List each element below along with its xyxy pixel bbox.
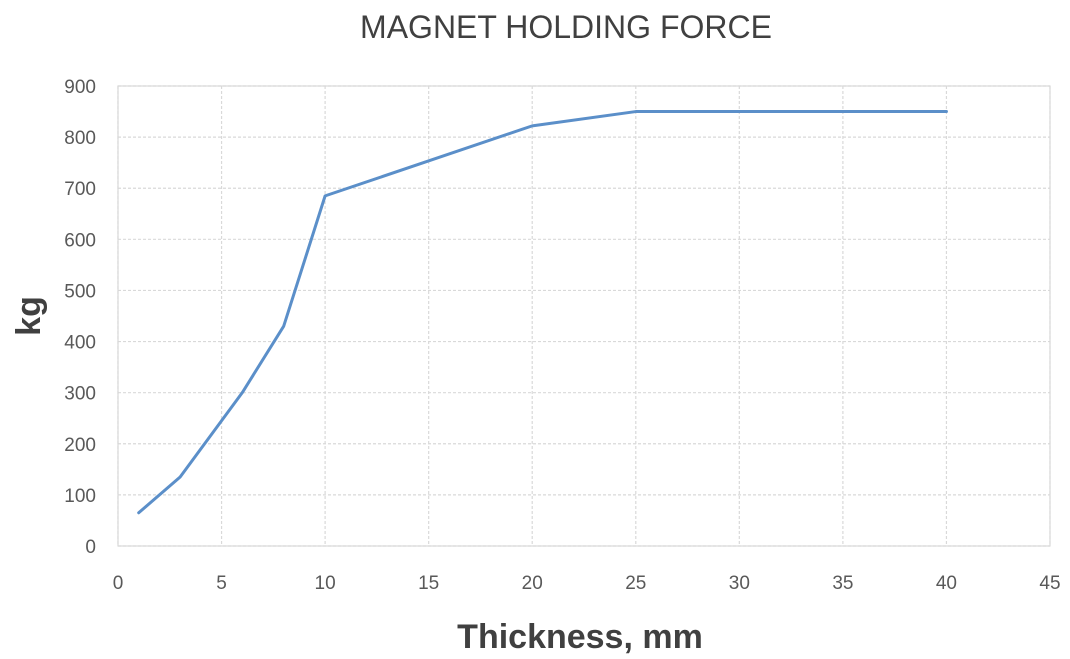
- y-tick-label: 200: [64, 435, 96, 456]
- y-tick-label: 300: [64, 384, 96, 405]
- x-tick-label: 0: [113, 573, 124, 594]
- x-tick-label: 20: [522, 573, 543, 594]
- y-tick-label: 800: [64, 128, 96, 149]
- x-axis-label: Thickness, mm: [457, 618, 703, 656]
- series-layer: [137, 110, 948, 515]
- y-tick-label: 900: [64, 77, 96, 98]
- x-tick-label: 10: [315, 573, 336, 594]
- y-axis-ticks: 0 100 200 300 400 500 600 700 800 900: [64, 77, 96, 558]
- x-tick-label: 5: [216, 573, 227, 594]
- x-tick-label: 15: [418, 573, 439, 594]
- chart-title: MAGNET HOLDING FORCE: [360, 9, 772, 45]
- x-tick-label: 45: [1039, 573, 1060, 594]
- y-tick-label: 400: [64, 333, 96, 354]
- x-tick-label: 25: [625, 573, 646, 594]
- y-tick-label: 600: [64, 230, 96, 251]
- y-tick-label: 500: [64, 281, 96, 302]
- plot-area: [117, 85, 1051, 547]
- y-tick-label: 700: [64, 179, 96, 200]
- y-tick-label: 0: [85, 537, 96, 558]
- series-line: [137, 110, 948, 515]
- x-tick-label: 40: [936, 573, 957, 594]
- x-tick-label: 30: [729, 573, 750, 594]
- x-axis-ticks: 0 5 10 15 20 25 30 35 40 45: [113, 573, 1061, 594]
- y-tick-label: 100: [64, 486, 96, 507]
- grid: [117, 85, 1051, 547]
- x-tick-label: 35: [832, 573, 853, 594]
- y-axis-label: kg: [10, 296, 48, 336]
